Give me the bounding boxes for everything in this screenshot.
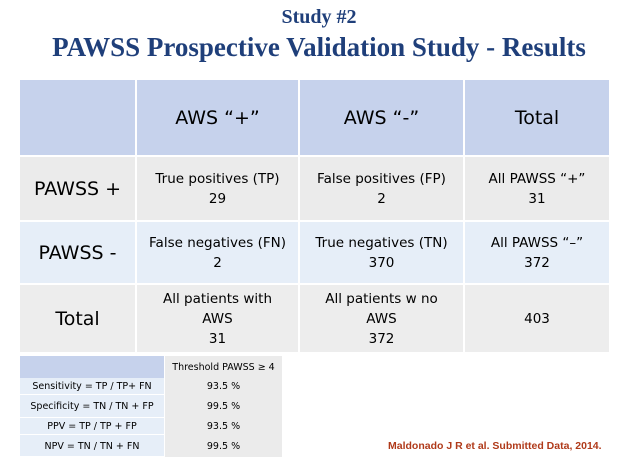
metrics-header-blank (20, 356, 165, 378)
row-label-total: Total (19, 284, 136, 353)
cell-total-no-aws: All patients w no AWS 372 (299, 284, 464, 353)
citation: Maldonado J R et al. Submitted Data, 201… (388, 440, 602, 452)
metric-label: PPV = TP / TP + FP (20, 418, 165, 435)
header-aws-negative: AWS “-” (299, 79, 464, 156)
cell-false-negatives: False negatives (FN) 2 (136, 221, 299, 284)
metrics-row-npv: NPV = TN / TN + FN 99.5 % (20, 435, 282, 457)
metric-label: NPV = TN / TN + FN (20, 435, 165, 457)
metrics-row-sensitivity: Sensitivity = TP / TP+ FN 93.5 % (20, 378, 282, 395)
cell-all-pawss-positive: All PAWSS “+” 31 (464, 156, 610, 221)
header-aws-positive: AWS “+” (136, 79, 299, 156)
cell-total-with-aws: All patients with AWS 31 (136, 284, 299, 353)
metrics-table: Threshold PAWSS ≥ 4 Sensitivity = TP / T… (20, 356, 282, 458)
cell-false-positives: False positives (FP) 2 (299, 156, 464, 221)
metric-value: 99.5 % (165, 395, 282, 418)
row-label-pawss-positive: PAWSS + (19, 156, 136, 221)
cell-grand-total: 403 (464, 284, 610, 353)
metric-label: Specificity = TN / TN + FP (20, 395, 165, 418)
results-table: AWS “+” AWS “-” Total PAWSS + True posit… (19, 79, 610, 353)
metrics-row-specificity: Specificity = TN / TN + FP 99.5 % (20, 395, 282, 418)
row-label-pawss-negative: PAWSS - (19, 221, 136, 284)
cell-true-positives: True positives (TP) 29 (136, 156, 299, 221)
metrics-header-row: Threshold PAWSS ≥ 4 (20, 356, 282, 378)
header-corner-cell (19, 79, 136, 156)
study-label: Study #2 (281, 6, 357, 28)
cell-all-pawss-negative: All PAWSS “–” 372 (464, 221, 610, 284)
cell-true-negatives: True negatives (TN) 370 (299, 221, 464, 284)
metric-value: 93.5 % (165, 378, 282, 395)
metrics-header-threshold: Threshold PAWSS ≥ 4 (165, 356, 282, 378)
metric-label: Sensitivity = TP / TP+ FN (20, 378, 165, 395)
metrics-row-ppv: PPV = TP / TP + FP 93.5 % (20, 418, 282, 435)
metric-value: 93.5 % (165, 418, 282, 435)
page-title: PAWSS Prospective Validation Study - Res… (52, 32, 586, 62)
metric-value: 99.5 % (165, 435, 282, 457)
header-total: Total (464, 79, 610, 156)
